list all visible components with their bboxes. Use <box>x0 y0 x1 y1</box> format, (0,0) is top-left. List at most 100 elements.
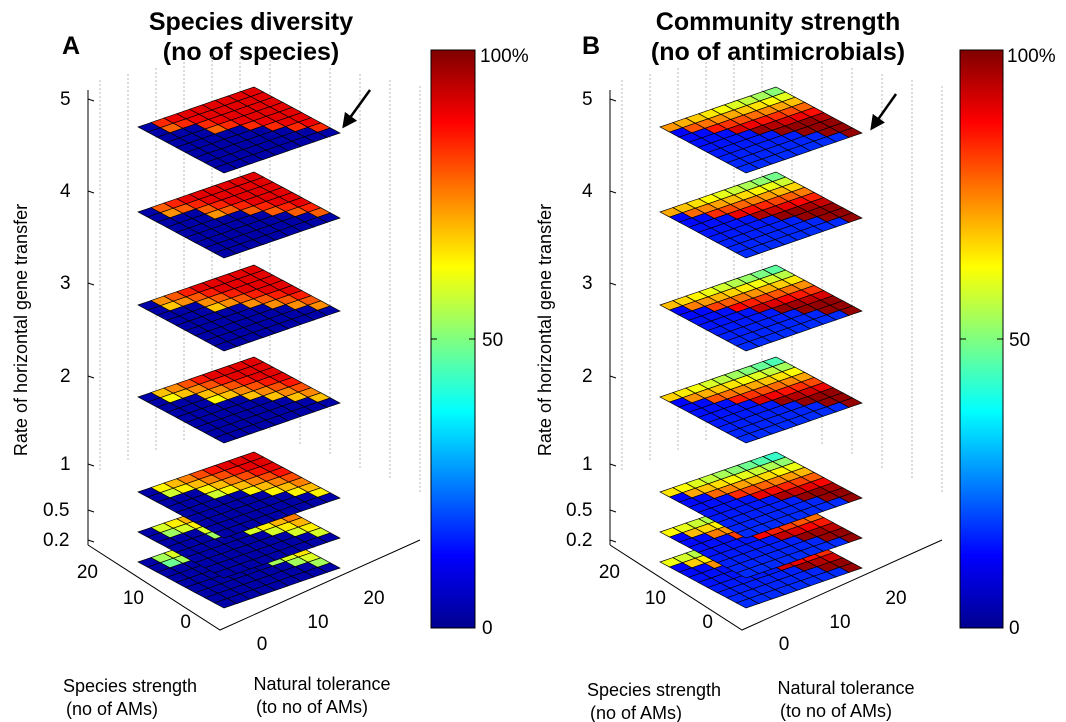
panel-a-colorbar-min: 0 <box>482 618 493 639</box>
z-tick <box>87 375 95 379</box>
panel-a-zlabel: Rate of horizontal gene transfer <box>11 204 31 456</box>
panel-b-ylabel-line2: (to no of AMs) <box>780 701 892 721</box>
panel-a-layers <box>137 86 341 609</box>
cell <box>838 562 863 573</box>
panel-b: B Community strength (no of antimicrobia… <box>535 8 1056 722</box>
panel-a-z-ticks: 0.2 0.5 1 2 3 4 5 <box>43 89 95 551</box>
z-tick <box>609 98 617 102</box>
panel-b-xlabel-line1: Species strength <box>587 680 721 700</box>
panel-b-colorbar-min: 0 <box>1009 618 1020 639</box>
x-tick-label: 0 <box>702 612 713 633</box>
cell <box>838 532 863 543</box>
panel-b-zlabel: Rate of horizontal gene transfer <box>535 204 555 456</box>
cell <box>316 212 341 223</box>
panel-b-x-ticks: 0 10 20 <box>599 562 713 633</box>
z-tick-label: 4 <box>582 181 593 202</box>
z-tick-label: 5 <box>60 89 71 110</box>
panel-b-title-line1: Community strength <box>656 8 900 36</box>
z-tick <box>609 509 617 513</box>
x-tick-label: 10 <box>645 588 666 609</box>
panel-b-title-line2: (no of antimicrobials) <box>651 38 905 66</box>
z-tick <box>87 98 95 102</box>
y-tick-label: 10 <box>307 612 328 633</box>
panel-a-xlabel-line1: Species strength <box>63 676 197 696</box>
cell <box>316 397 341 408</box>
panel-a-colorbar-max: 100% <box>480 46 529 67</box>
z-tick <box>609 375 617 379</box>
z-tick-label: 5 <box>582 89 593 110</box>
z-tick <box>609 539 617 543</box>
cell <box>316 305 341 316</box>
z-tick <box>87 463 95 467</box>
z-tick <box>87 509 95 513</box>
layer-rate-1 <box>137 451 341 539</box>
panel-a-x-ticks: 0 10 20 <box>77 562 191 633</box>
panel-a: A Species diversity (no of species) Rate… <box>11 8 529 719</box>
cell <box>316 532 341 543</box>
layer-rate-3 <box>137 264 341 352</box>
cell <box>838 212 863 223</box>
panel-a-ylabel-line2: (to no of AMs) <box>256 697 368 717</box>
z-tick-label: 3 <box>60 273 71 294</box>
layer-rate-4 <box>137 171 341 259</box>
y-tick-label: 0 <box>779 634 790 655</box>
z-tick <box>87 539 95 543</box>
y-tick-label: 20 <box>885 588 906 609</box>
cell <box>838 127 863 138</box>
x-tick-label: 10 <box>123 588 144 609</box>
panel-b-y-ticks: 0 10 20 <box>779 588 907 655</box>
panel-b-letter: B <box>582 32 600 60</box>
z-tick-label: 0.2 <box>566 530 592 551</box>
panel-a-arrow <box>342 89 372 129</box>
layer-rate-3 <box>659 264 863 352</box>
cell <box>838 397 863 408</box>
layer-rate-2 <box>659 356 863 444</box>
panel-b-xlabel-line2: (no of AMs) <box>590 703 682 722</box>
panel-a-colorbar <box>430 49 476 629</box>
layer-rate-5 <box>659 86 863 174</box>
panel-b-z-ticks: 0.2 0.5 1 2 3 4 5 <box>566 89 617 551</box>
z-tick-label: 0.2 <box>43 530 69 551</box>
panel-b-arrow <box>870 93 898 131</box>
x-tick-label: 20 <box>599 562 620 583</box>
y-tick-label: 10 <box>829 612 850 633</box>
panel-a-title-line2: (no of species) <box>163 38 339 66</box>
layer-rate-2 <box>137 356 341 444</box>
layer-rate-1 <box>659 451 863 539</box>
panel-a-xlabel-line2: (no of AMs) <box>66 699 158 719</box>
z-tick-label: 1 <box>582 454 593 475</box>
panel-a-ylabel-line1: Natural tolerance <box>253 674 390 694</box>
z-tick <box>87 190 95 194</box>
layer-rate-5 <box>137 86 341 174</box>
x-tick-label: 0 <box>180 612 191 633</box>
panel-b-colorbar <box>959 49 1004 629</box>
z-tick <box>87 282 95 286</box>
z-tick <box>609 282 617 286</box>
panel-a-title-line1: Species diversity <box>149 8 353 36</box>
y-tick-label: 20 <box>363 588 384 609</box>
panel-b-layers <box>659 86 863 609</box>
y-tick-label: 0 <box>257 634 268 655</box>
z-tick-label: 0.5 <box>566 500 592 521</box>
cell <box>838 492 863 503</box>
panel-a-y-ticks: 0 10 20 <box>257 588 385 655</box>
panel-a-letter: A <box>62 32 80 60</box>
z-tick-label: 1 <box>60 454 71 475</box>
z-tick-label: 0.5 <box>43 500 69 521</box>
z-tick <box>609 190 617 194</box>
cell <box>316 492 341 503</box>
panel-b-ylabel-line1: Natural tolerance <box>777 678 914 698</box>
z-tick-label: 3 <box>582 273 593 294</box>
cell <box>316 127 341 138</box>
layer-rate-4 <box>659 171 863 259</box>
z-tick-label: 2 <box>582 366 593 387</box>
z-tick-label: 4 <box>60 181 71 202</box>
z-tick <box>609 463 617 467</box>
panel-b-colorbar-mid: 50 <box>1009 330 1030 351</box>
z-tick-label: 2 <box>60 366 71 387</box>
x-tick-label: 20 <box>77 562 98 583</box>
panel-a-colorbar-mid: 50 <box>482 330 503 351</box>
panel-b-colorbar-max: 100% <box>1007 46 1056 67</box>
cell <box>838 305 863 316</box>
